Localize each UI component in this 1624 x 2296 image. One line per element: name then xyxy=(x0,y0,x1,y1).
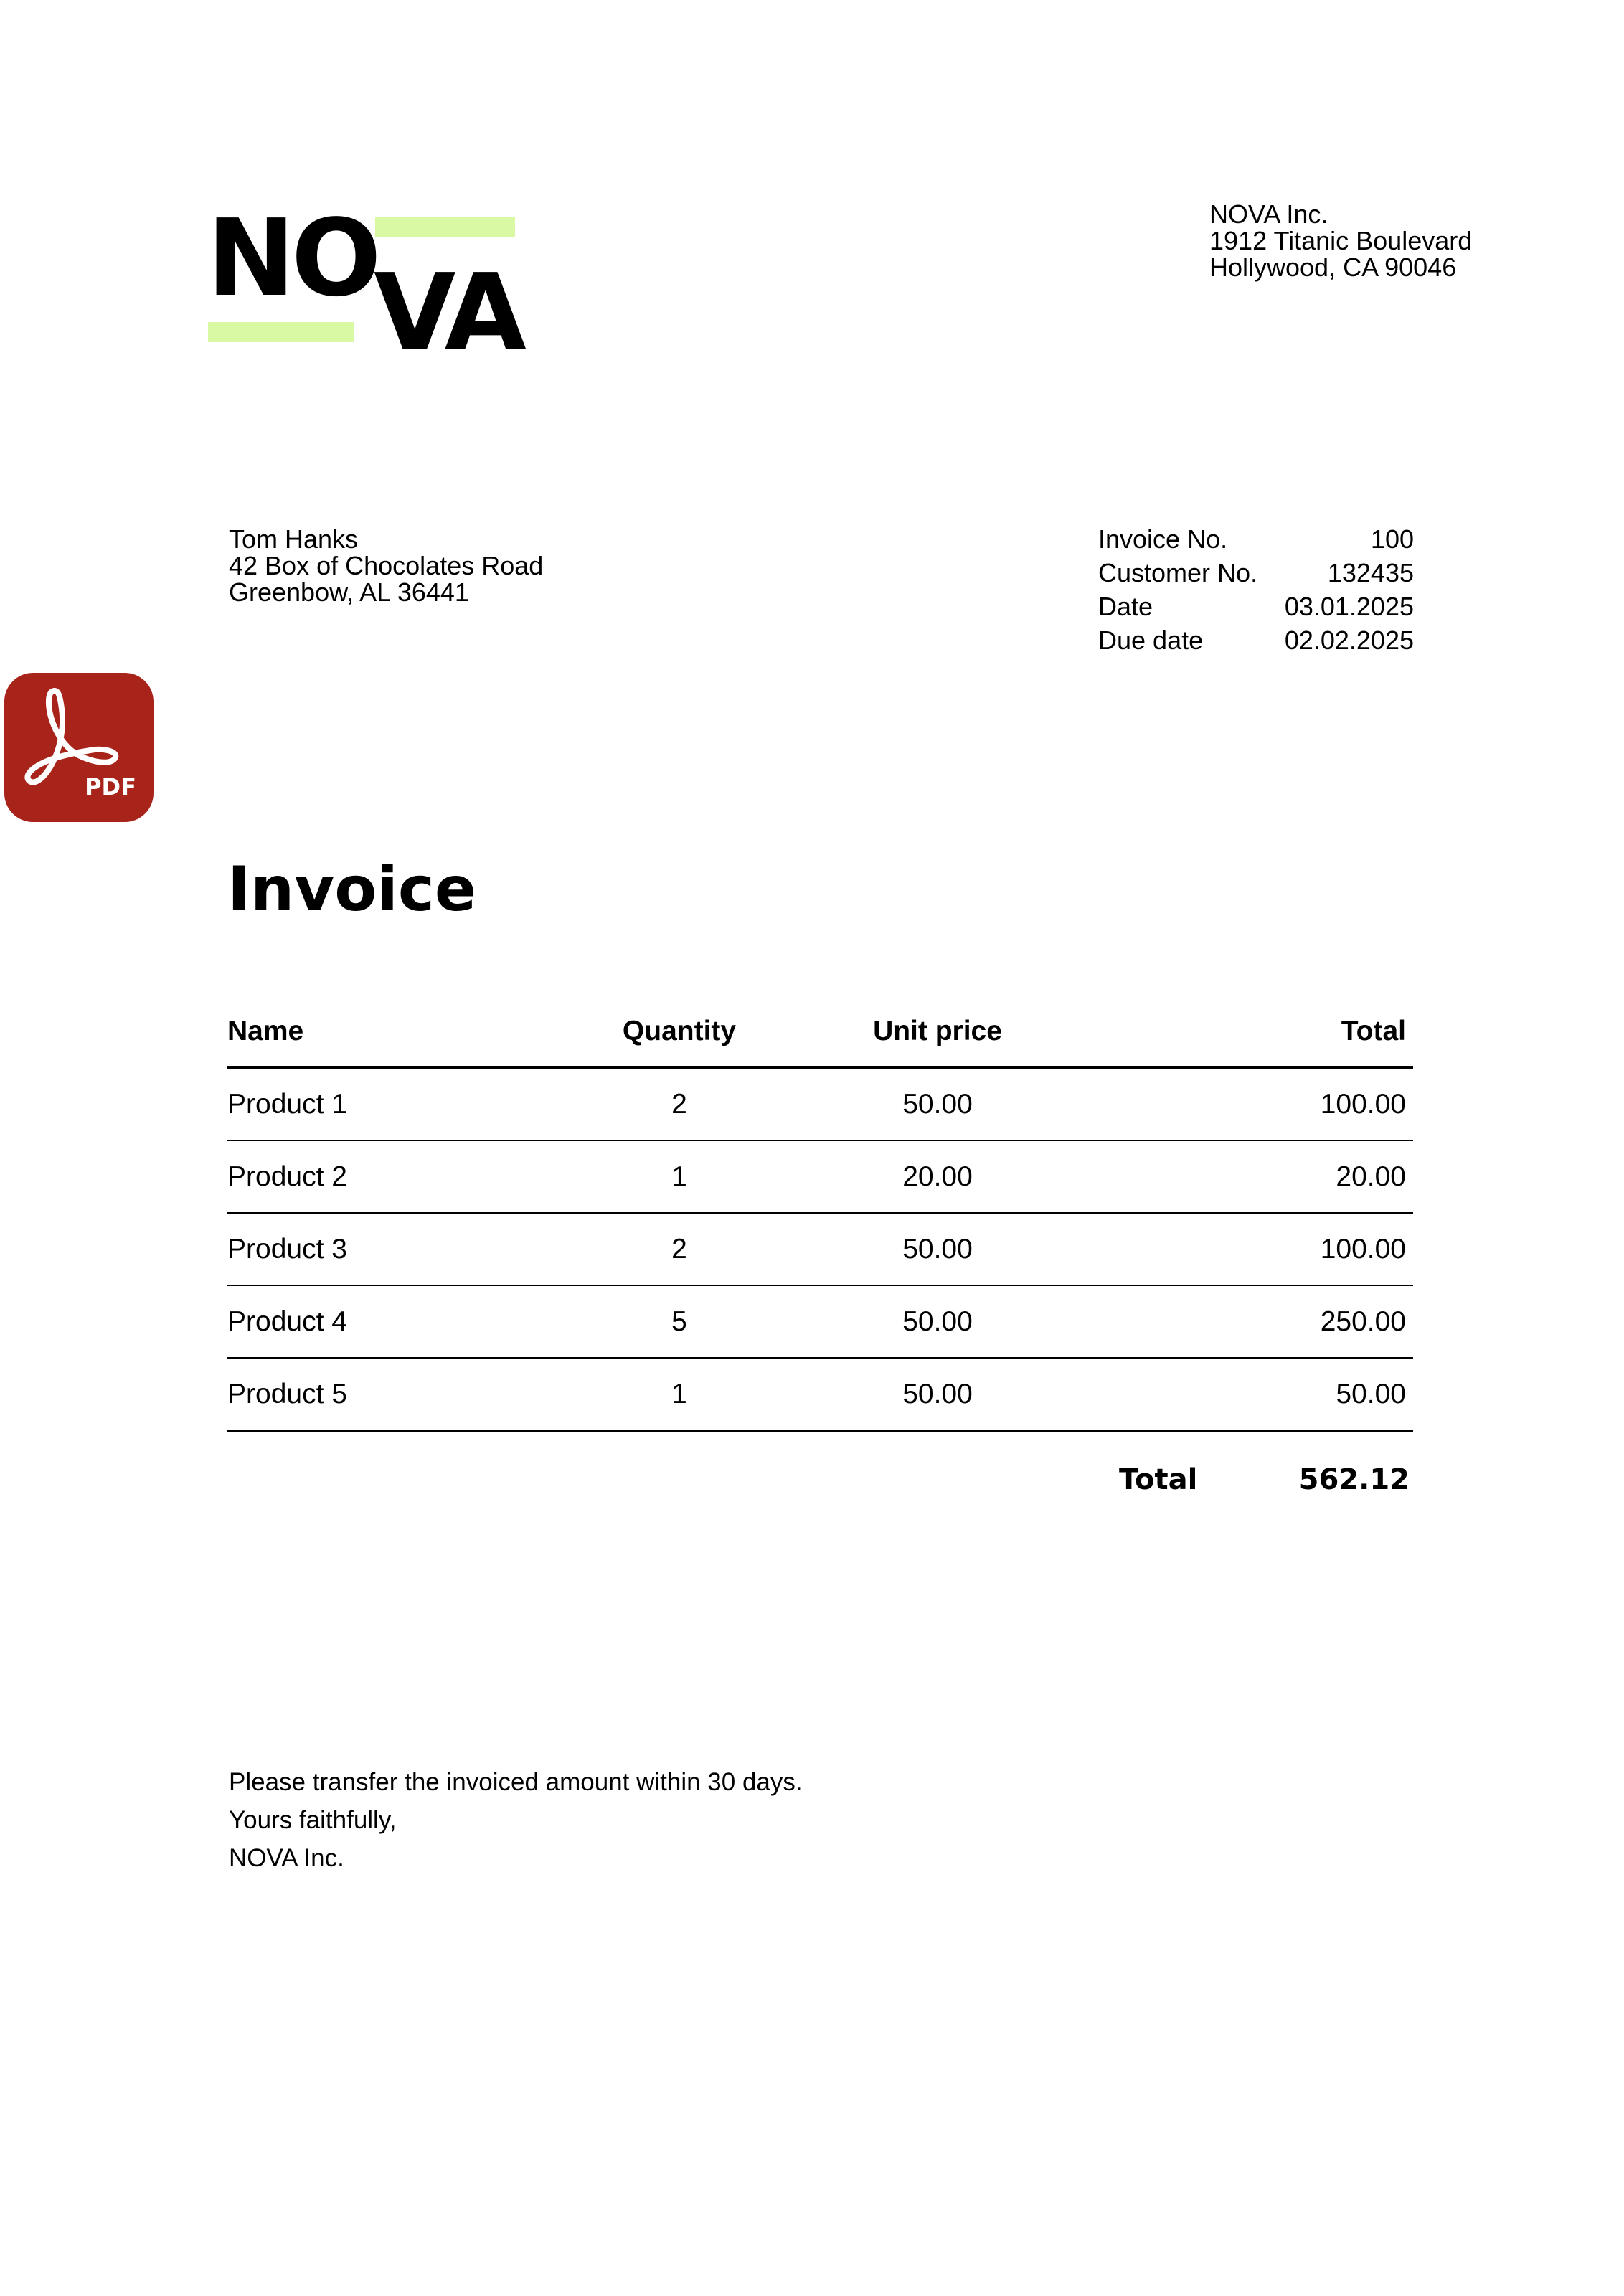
page-title: Invoice xyxy=(227,854,477,925)
meta-label: Date xyxy=(1098,592,1153,621)
meta-value: 132435 xyxy=(1327,558,1414,587)
cell-total: 20.00 xyxy=(1336,1161,1406,1192)
total-value: 562.12 xyxy=(1298,1463,1410,1496)
total-label: Total xyxy=(1119,1463,1198,1496)
meta-invoice-no: Invoice No. 100 xyxy=(1098,522,1414,556)
meta-due-date: Due date 02.02.2025 xyxy=(1098,623,1414,657)
logo-accent-bar-top xyxy=(375,217,515,237)
table-row: Product 3 2 50.00 100.00 xyxy=(227,1214,1413,1286)
cell-name: Product 4 xyxy=(227,1305,347,1337)
invoice-meta: Invoice No. 100 Customer No. 132435 Date 03… xyxy=(1098,522,1414,657)
cell-quantity: 1 xyxy=(671,1378,687,1409)
meta-date: Date 03.01.2025 xyxy=(1098,590,1414,623)
table-row: Product 4 5 50.00 250.00 xyxy=(227,1286,1413,1359)
cell-unit-price: 50.00 xyxy=(902,1305,973,1337)
recipient-name: Tom Hanks xyxy=(229,524,359,554)
meta-value: 100 xyxy=(1370,524,1414,554)
cell-name: Product 5 xyxy=(227,1378,347,1409)
table-row: Product 1 2 50.00 100.00 xyxy=(227,1069,1413,1141)
recipient-city: Greenbow, AL 36441 xyxy=(229,577,469,607)
cell-total: 50.00 xyxy=(1336,1378,1406,1409)
table-row: Product 5 1 50.00 50.00 xyxy=(227,1359,1413,1432)
cell-unit-price: 50.00 xyxy=(902,1088,973,1120)
signature-company: NOVA Inc. xyxy=(229,1844,344,1872)
cell-total: 100.00 xyxy=(1320,1088,1406,1120)
pdf-label: PDF xyxy=(85,773,136,800)
cell-quantity: 2 xyxy=(671,1233,687,1265)
meta-label: Due date xyxy=(1098,625,1204,655)
meta-customer-no: Customer No. 132435 xyxy=(1098,556,1414,590)
meta-label: Invoice No. xyxy=(1098,524,1228,554)
cell-name: Product 2 xyxy=(227,1161,347,1192)
header-name: Name xyxy=(227,1016,304,1047)
cell-quantity: 2 xyxy=(671,1088,687,1120)
header-total: Total xyxy=(1341,1016,1406,1047)
company-address: NOVA Inc. 1912 Titanic Boulevard Hollywo… xyxy=(1209,201,1472,280)
logo-accent-bar-bottom xyxy=(208,322,354,342)
cell-unit-price: 20.00 xyxy=(902,1161,973,1192)
cell-quantity: 1 xyxy=(671,1161,687,1192)
company-city: Hollywood, CA 90046 xyxy=(1209,252,1457,282)
header-unit-price: Unit price xyxy=(873,1016,1002,1047)
header-quantity: Quantity xyxy=(622,1016,737,1047)
meta-value: 03.01.2025 xyxy=(1284,592,1414,621)
invoice-total: Total 562.12 xyxy=(1119,1463,1410,1496)
cell-quantity: 5 xyxy=(671,1305,687,1337)
pdf-badge[interactable]: PDF xyxy=(4,673,154,822)
table-header: Name Quantity Unit price Total xyxy=(227,997,1413,1069)
cell-unit-price: 50.00 xyxy=(902,1378,973,1409)
company-name: NOVA Inc. xyxy=(1209,199,1328,229)
meta-value: 02.02.2025 xyxy=(1284,625,1414,655)
recipient-address: Tom Hanks 42 Box of Chocolates Road Gree… xyxy=(229,526,543,605)
cell-unit-price: 50.00 xyxy=(902,1233,973,1265)
recipient-street: 42 Box of Chocolates Road xyxy=(229,551,544,580)
logo-text-bottom: VA xyxy=(374,251,527,374)
company-street: 1912 Titanic Boulevard xyxy=(1209,226,1473,255)
salutation: Yours faithfully, xyxy=(229,1806,397,1834)
cell-name: Product 3 xyxy=(227,1233,347,1265)
nova-logo: NO VA xyxy=(207,205,527,366)
cell-name: Product 1 xyxy=(227,1088,347,1120)
table-row: Product 2 1 20.00 20.00 xyxy=(227,1141,1413,1214)
closing-note: Please transfer the invoiced amount with… xyxy=(229,1763,803,1877)
invoice-table: Name Quantity Unit price Total Product 1… xyxy=(227,997,1413,1432)
meta-label: Customer No. xyxy=(1098,558,1258,587)
cell-total: 250.00 xyxy=(1320,1305,1406,1337)
adobe-pdf-icon: PDF xyxy=(24,688,136,800)
logo-text-top: NO xyxy=(207,197,382,320)
payment-note: Please transfer the invoiced amount with… xyxy=(229,1768,803,1796)
cell-total: 100.00 xyxy=(1320,1233,1406,1265)
